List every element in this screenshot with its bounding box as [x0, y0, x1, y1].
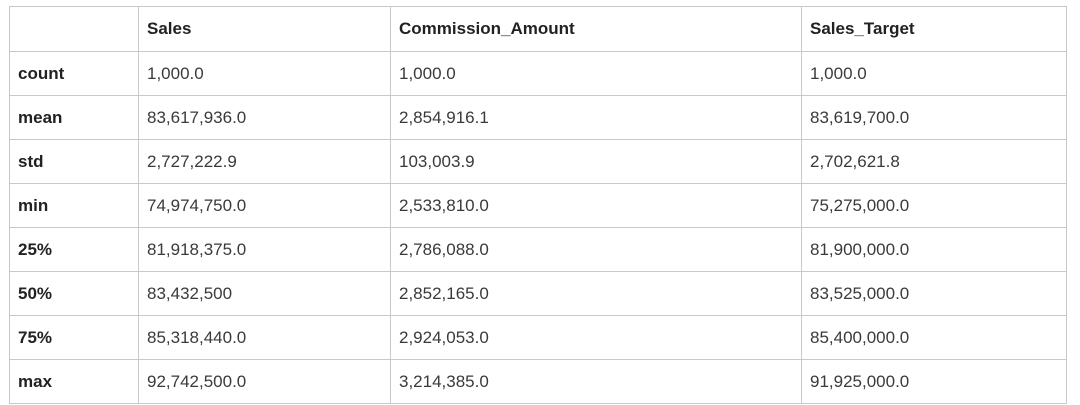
table-header: Sales Commission_Amount Sales_Target [9, 6, 1067, 52]
table-row: 75% 85,318,440.0 2,924,053.0 85,400,000.… [9, 315, 1067, 360]
table-cell: 3,214,385.0 [390, 359, 802, 404]
row-label: max [9, 359, 139, 404]
table-cell: 2,852,165.0 [390, 271, 802, 316]
row-label: 75% [9, 315, 139, 360]
column-header-sales: Sales [138, 6, 391, 52]
table-cell: 2,854,916.1 [390, 95, 802, 140]
table-body: count 1,000.0 1,000.0 1,000.0 mean 83,61… [9, 51, 1067, 404]
table-cell: 85,318,440.0 [138, 315, 391, 360]
describe-stats-table: Sales Commission_Amount Sales_Target cou… [9, 6, 1067, 404]
table-cell: 1,000.0 [801, 51, 1067, 96]
table-cell: 2,924,053.0 [390, 315, 802, 360]
row-label: 50% [9, 271, 139, 316]
column-header-commission-amount: Commission_Amount [390, 6, 802, 52]
table-cell: 83,617,936.0 [138, 95, 391, 140]
table-cell: 2,702,621.8 [801, 139, 1067, 184]
table-row: 50% 83,432,500 2,852,165.0 83,525,000.0 [9, 271, 1067, 316]
table-cell: 1,000.0 [390, 51, 802, 96]
table-cell: 91,925,000.0 [801, 359, 1067, 404]
row-label: count [9, 51, 139, 96]
table-row: count 1,000.0 1,000.0 1,000.0 [9, 51, 1067, 96]
row-label: mean [9, 95, 139, 140]
table-cell: 85,400,000.0 [801, 315, 1067, 360]
row-label: 25% [9, 227, 139, 272]
table-cell: 2,727,222.9 [138, 139, 391, 184]
table-cell: 81,918,375.0 [138, 227, 391, 272]
table-row: min 74,974,750.0 2,533,810.0 75,275,000.… [9, 183, 1067, 228]
table-cell: 83,525,000.0 [801, 271, 1067, 316]
table-cell: 2,786,088.0 [390, 227, 802, 272]
header-row: Sales Commission_Amount Sales_Target [9, 6, 1067, 52]
table-cell: 2,533,810.0 [390, 183, 802, 228]
table-row: mean 83,617,936.0 2,854,916.1 83,619,700… [9, 95, 1067, 140]
table-row: max 92,742,500.0 3,214,385.0 91,925,000.… [9, 359, 1067, 404]
table-cell: 83,619,700.0 [801, 95, 1067, 140]
table-cell: 74,974,750.0 [138, 183, 391, 228]
stats-table-container: Sales Commission_Amount Sales_Target cou… [9, 6, 1067, 404]
row-label: min [9, 183, 139, 228]
column-header-sales-target: Sales_Target [801, 6, 1067, 52]
table-cell: 75,275,000.0 [801, 183, 1067, 228]
table-row: std 2,727,222.9 103,003.9 2,702,621.8 [9, 139, 1067, 184]
table-cell: 81,900,000.0 [801, 227, 1067, 272]
table-cell: 92,742,500.0 [138, 359, 391, 404]
corner-cell [9, 6, 139, 52]
table-cell: 1,000.0 [138, 51, 391, 96]
table-cell: 103,003.9 [390, 139, 802, 184]
row-label: std [9, 139, 139, 184]
table-cell: 83,432,500 [138, 271, 391, 316]
table-row: 25% 81,918,375.0 2,786,088.0 81,900,000.… [9, 227, 1067, 272]
